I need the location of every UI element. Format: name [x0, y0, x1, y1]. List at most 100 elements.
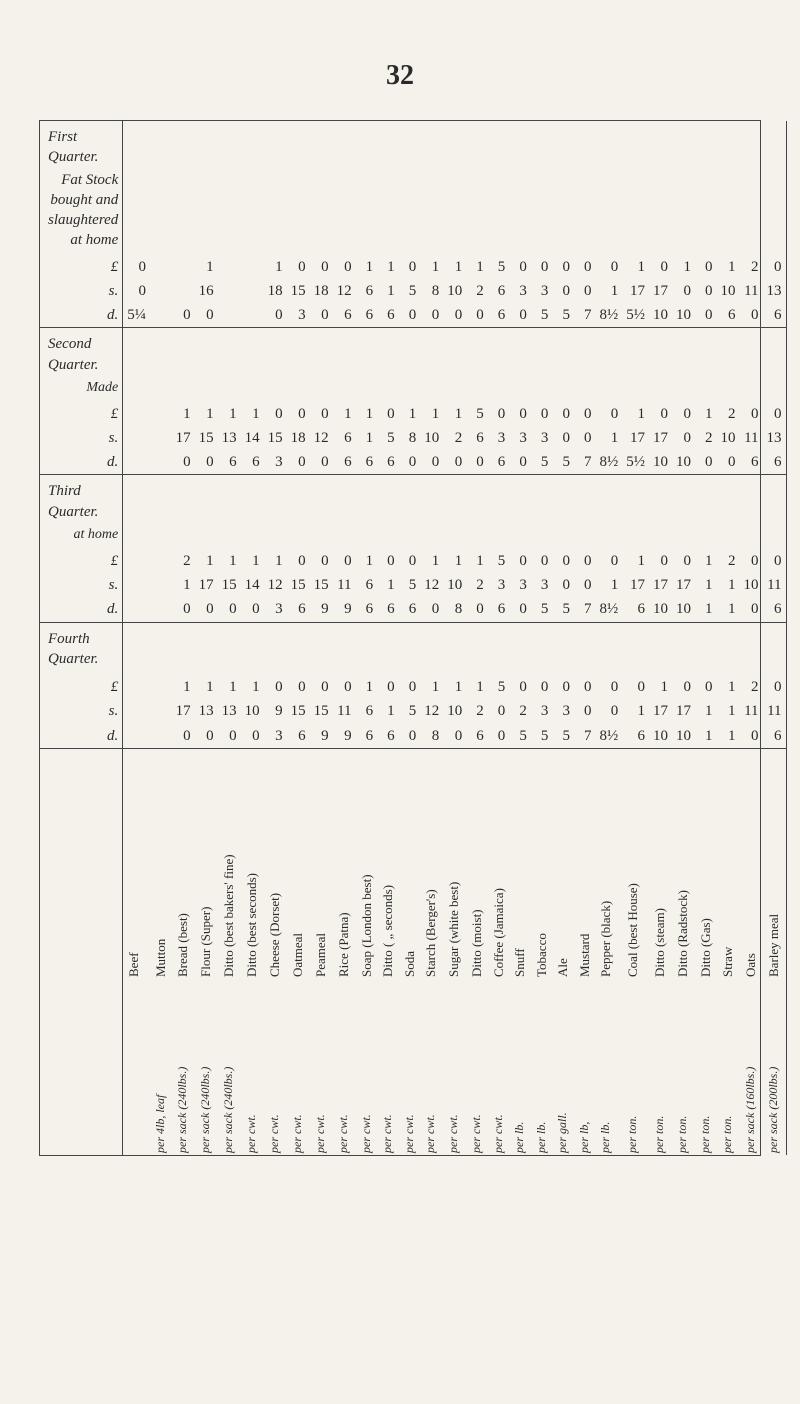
value-cell: 0	[552, 279, 574, 303]
item-unit: per cwt.	[312, 983, 328, 1153]
spacer-cell	[717, 475, 740, 524]
spacer-cell	[399, 622, 421, 671]
spacer-cell	[310, 121, 333, 170]
value-cell: 10	[241, 699, 264, 723]
value-cell: 17	[622, 279, 649, 303]
spacer-cell	[552, 328, 574, 377]
value-cell: 0	[241, 597, 264, 622]
item-unit-cell: per cwt.	[310, 981, 333, 1155]
value-cell: 0	[672, 675, 695, 699]
spacer-cell	[488, 524, 510, 549]
spacer-cell	[552, 377, 574, 402]
value-cell: 1	[377, 699, 399, 723]
spacer-cell	[377, 622, 399, 671]
spacer-cell	[150, 121, 172, 170]
value-cell: 1	[443, 255, 466, 279]
value-cell: 5	[509, 724, 531, 749]
value-cell	[150, 279, 172, 303]
value-cell: 6	[377, 450, 399, 475]
value-cell: 0	[377, 675, 399, 699]
item-unit: per cwt.	[401, 983, 417, 1153]
value-cell: 6	[622, 724, 649, 749]
item-name: Flour (Super)	[197, 757, 215, 977]
value-cell	[172, 279, 195, 303]
value-cell	[150, 303, 172, 328]
value-cell: 1	[695, 724, 717, 749]
value-cell: 6	[287, 597, 310, 622]
value-cell: 10	[649, 450, 672, 475]
value-cell: 0	[695, 255, 717, 279]
item-unit: per cwt.	[358, 983, 374, 1153]
item-name-cell: Ditto (Gas)	[695, 753, 717, 981]
spacer-cell	[649, 524, 672, 549]
spacer-cell	[488, 475, 510, 524]
value-cell: 0	[333, 255, 356, 279]
spacer-cell	[649, 377, 672, 402]
item-name-cell: Rice (Patna)	[333, 753, 356, 981]
spacer-cell	[333, 328, 356, 377]
value-cell: 5½	[622, 303, 649, 328]
value-cell: 9	[333, 724, 356, 749]
value-cell: 1	[356, 675, 378, 699]
item-name-cell: Mutton	[150, 753, 172, 981]
item-name-cell: Bread (best)	[172, 753, 195, 981]
value-cell: 1	[595, 573, 622, 597]
value-cell: 1	[443, 549, 466, 573]
value-cell: 1	[356, 549, 378, 573]
value-cell: 6	[333, 450, 356, 475]
value-cell: 0	[740, 724, 763, 749]
spacer-cell	[123, 328, 150, 377]
row-leader: s.	[40, 279, 123, 303]
value-cell: 0	[420, 597, 443, 622]
value-cell: 17	[649, 426, 672, 450]
value-cell: 5	[552, 303, 574, 328]
value-cell: 0	[195, 724, 218, 749]
value-cell: 1	[443, 402, 466, 426]
row-leader: £	[40, 402, 123, 426]
value-cell: 6	[287, 724, 310, 749]
spacer-cell	[241, 377, 264, 402]
value-cell: 5	[399, 699, 421, 723]
item-unit-cell: per cwt.	[333, 981, 356, 1155]
spacer-cell	[740, 121, 763, 170]
value-cell: 0	[466, 450, 488, 475]
item-unit: per gall.	[554, 983, 570, 1153]
value-cell: 10	[672, 303, 695, 328]
value-cell: 6	[399, 597, 421, 622]
item-name-cell: Ditto (best seconds)	[241, 753, 264, 981]
item-name-cell: Mustard	[574, 753, 596, 981]
item-unit: per cwt.	[266, 983, 282, 1153]
value-cell: 0	[574, 573, 596, 597]
value-cell: 2	[466, 279, 488, 303]
value-cell: 0	[488, 402, 510, 426]
value-cell: 1	[333, 402, 356, 426]
spacer-cell	[241, 121, 264, 170]
value-cell: 0	[531, 255, 553, 279]
spacer-cell	[241, 475, 264, 524]
item-name-cell: Tobacco	[531, 753, 553, 981]
item-name: Pepper (black)	[597, 757, 615, 977]
value-cell: 15	[287, 279, 310, 303]
value-cell: 5	[552, 724, 574, 749]
item-name: Ditto (steam)	[651, 757, 669, 977]
item-name: Soap (London best)	[358, 757, 376, 977]
value-cell: 1	[241, 549, 264, 573]
value-cell: 17	[649, 699, 672, 723]
item-name-cell: Sugar (white best)	[443, 753, 466, 981]
value-row: £0110001101115000001010120	[40, 255, 786, 279]
spacer-cell	[672, 121, 695, 170]
value-cell: 0	[218, 724, 241, 749]
value-cell: 0	[763, 255, 787, 279]
spacer-cell	[333, 170, 356, 255]
spacer-cell	[420, 622, 443, 671]
spacer-cell	[531, 475, 553, 524]
item-name-cell: Soap (London best)	[356, 753, 378, 981]
value-cell	[150, 675, 172, 699]
item-unit-cell: per cwt.	[241, 981, 264, 1155]
spacer-cell	[356, 524, 378, 549]
value-cell: 7	[574, 597, 596, 622]
value-cell: 0	[172, 303, 195, 328]
spacer-cell	[123, 524, 150, 549]
spacer-cell	[509, 524, 531, 549]
item-unit-cell: per cwt.	[488, 981, 510, 1155]
